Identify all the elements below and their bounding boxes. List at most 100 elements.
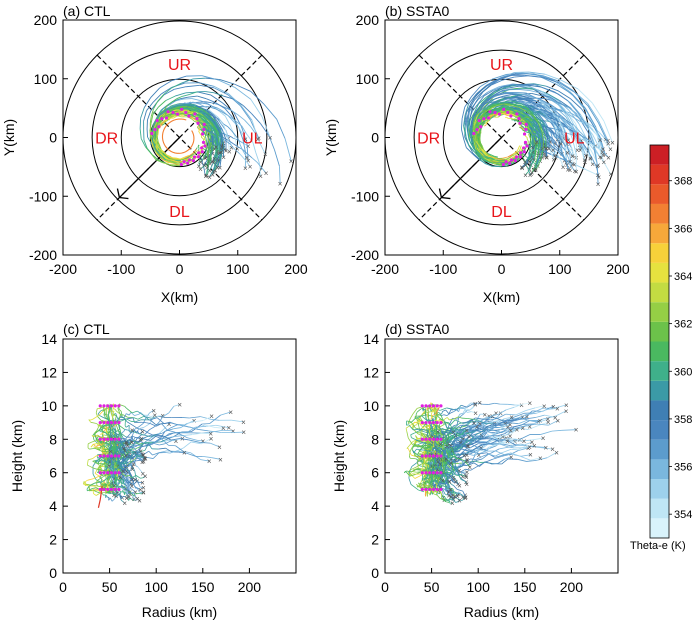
trajectory-segment bbox=[183, 157, 190, 161]
quadrant-label: UL bbox=[242, 131, 263, 148]
trajectory-segment bbox=[103, 434, 107, 436]
trajectory-segment bbox=[198, 128, 200, 131]
trajectory-segment bbox=[133, 439, 139, 445]
trajectory-segment bbox=[115, 413, 119, 420]
trajectory-segment bbox=[530, 160, 532, 162]
trajectory-segment bbox=[219, 128, 224, 136]
trajectory-segment bbox=[156, 142, 160, 149]
start-point bbox=[187, 158, 192, 162]
trajectory-segment bbox=[467, 119, 470, 128]
trajectory-segment bbox=[229, 141, 234, 145]
trajectory-segment bbox=[470, 93, 478, 104]
trajectory-segment bbox=[240, 126, 248, 143]
trajectory-segment bbox=[220, 411, 231, 416]
trajectory-segment bbox=[199, 122, 202, 124]
trajectory-segment bbox=[202, 153, 204, 156]
trajectory-segment bbox=[495, 95, 504, 100]
trajectory-segment bbox=[135, 446, 141, 454]
trajectory-end-marker: × bbox=[264, 169, 269, 178]
trajectory-segment bbox=[477, 95, 485, 105]
trajectory-segment bbox=[92, 473, 97, 480]
trajectory-end-marker: × bbox=[600, 148, 605, 157]
trajectory-segment bbox=[505, 163, 513, 167]
trajectory-end-marker: × bbox=[603, 135, 608, 144]
trajectory-segment bbox=[212, 116, 217, 123]
panel-c: (c) CTL ××××××××××××××××××××××××××××××××… bbox=[9, 321, 297, 620]
trajectory-segment bbox=[163, 155, 167, 160]
trajectory-segment bbox=[217, 79, 235, 88]
trajectory-segment bbox=[548, 116, 555, 120]
trajectory-segment bbox=[530, 127, 533, 130]
trajectory-segment bbox=[537, 122, 543, 132]
trajectory-segment bbox=[498, 110, 501, 113]
trajectory-segment bbox=[200, 135, 203, 138]
trajectory-segment bbox=[198, 120, 200, 122]
trajectory-end-marker: × bbox=[256, 134, 261, 143]
start-point bbox=[193, 112, 197, 116]
trajectory-segment bbox=[173, 104, 179, 108]
trajectory-segment bbox=[518, 95, 526, 98]
trajectory-segment bbox=[154, 135, 156, 141]
trajectory-segment bbox=[212, 166, 215, 173]
trajectory-segment bbox=[223, 106, 231, 111]
trajectory-segment bbox=[592, 129, 601, 141]
trajectory-segment bbox=[238, 139, 241, 145]
trajectory-segment bbox=[167, 436, 175, 439]
trajectory-segment bbox=[213, 161, 216, 167]
trajectory-segment bbox=[535, 163, 538, 169]
trajectory-segment bbox=[205, 128, 209, 131]
trajectory-segment bbox=[205, 117, 209, 121]
trajectory-segment bbox=[252, 142, 257, 153]
trajectory-end-marker: × bbox=[574, 167, 579, 176]
trajectory-segment bbox=[585, 150, 591, 159]
trajectory-segment bbox=[538, 114, 546, 124]
start-point bbox=[166, 110, 170, 114]
trajectory-segment bbox=[566, 132, 574, 136]
trajectory-segment bbox=[208, 106, 216, 110]
trajectory-segment bbox=[493, 159, 500, 161]
trajectory-segment bbox=[213, 151, 217, 159]
trajectory-segment bbox=[141, 450, 149, 456]
trajectory-segment bbox=[211, 131, 214, 134]
trajectory-end-marker: × bbox=[598, 136, 603, 145]
trajectory-segment bbox=[148, 450, 153, 456]
trajectory-end-marker: × bbox=[210, 170, 215, 179]
trajectory-segment bbox=[180, 111, 184, 113]
trajectory-segment bbox=[528, 135, 531, 138]
trajectory-segment bbox=[523, 130, 527, 132]
trajectory-segment bbox=[202, 154, 206, 159]
trajectory-segment bbox=[140, 107, 145, 119]
trajectory-segment bbox=[534, 83, 547, 87]
trajectory-segment bbox=[528, 154, 531, 157]
trajectory-segment bbox=[205, 121, 210, 125]
start-point bbox=[475, 128, 479, 132]
quadrant-label: UR bbox=[490, 57, 513, 74]
trajectory-segment bbox=[173, 106, 180, 110]
trajectory-segment bbox=[576, 134, 582, 145]
trajectory-segment bbox=[94, 472, 100, 477]
trajectory-segment bbox=[466, 124, 469, 133]
trajectory-segment bbox=[525, 112, 530, 115]
trajectory-segment bbox=[156, 127, 159, 133]
trajectory-end-marker: × bbox=[212, 154, 217, 163]
trajectory-segment bbox=[202, 455, 212, 458]
panel-a: (a) CTL ××× ×××××××× ××××××× ××××××× ×××××××… bbox=[1, 3, 308, 305]
trajectory-end-marker: × bbox=[243, 135, 248, 144]
trajectory-segment bbox=[166, 154, 171, 159]
trajectory-segment bbox=[191, 117, 194, 120]
trajectory-segment bbox=[246, 142, 249, 161]
trajectory-segment bbox=[209, 135, 212, 140]
trajectory-segment bbox=[529, 99, 537, 102]
start-point bbox=[513, 159, 517, 163]
trajectory-segment bbox=[481, 97, 489, 104]
y-tick-label: 100 bbox=[34, 71, 58, 87]
trajectory-segment bbox=[147, 110, 152, 121]
trajectory-segment bbox=[564, 109, 576, 124]
trajectory-segment bbox=[537, 115, 546, 125]
trajectory-segment bbox=[564, 135, 568, 153]
trajectory-segment bbox=[226, 132, 229, 142]
trajectory-segment bbox=[246, 153, 253, 159]
trajectory-segment bbox=[154, 140, 158, 146]
trajectory-segment bbox=[199, 103, 207, 108]
trajectory-segment bbox=[483, 102, 490, 108]
